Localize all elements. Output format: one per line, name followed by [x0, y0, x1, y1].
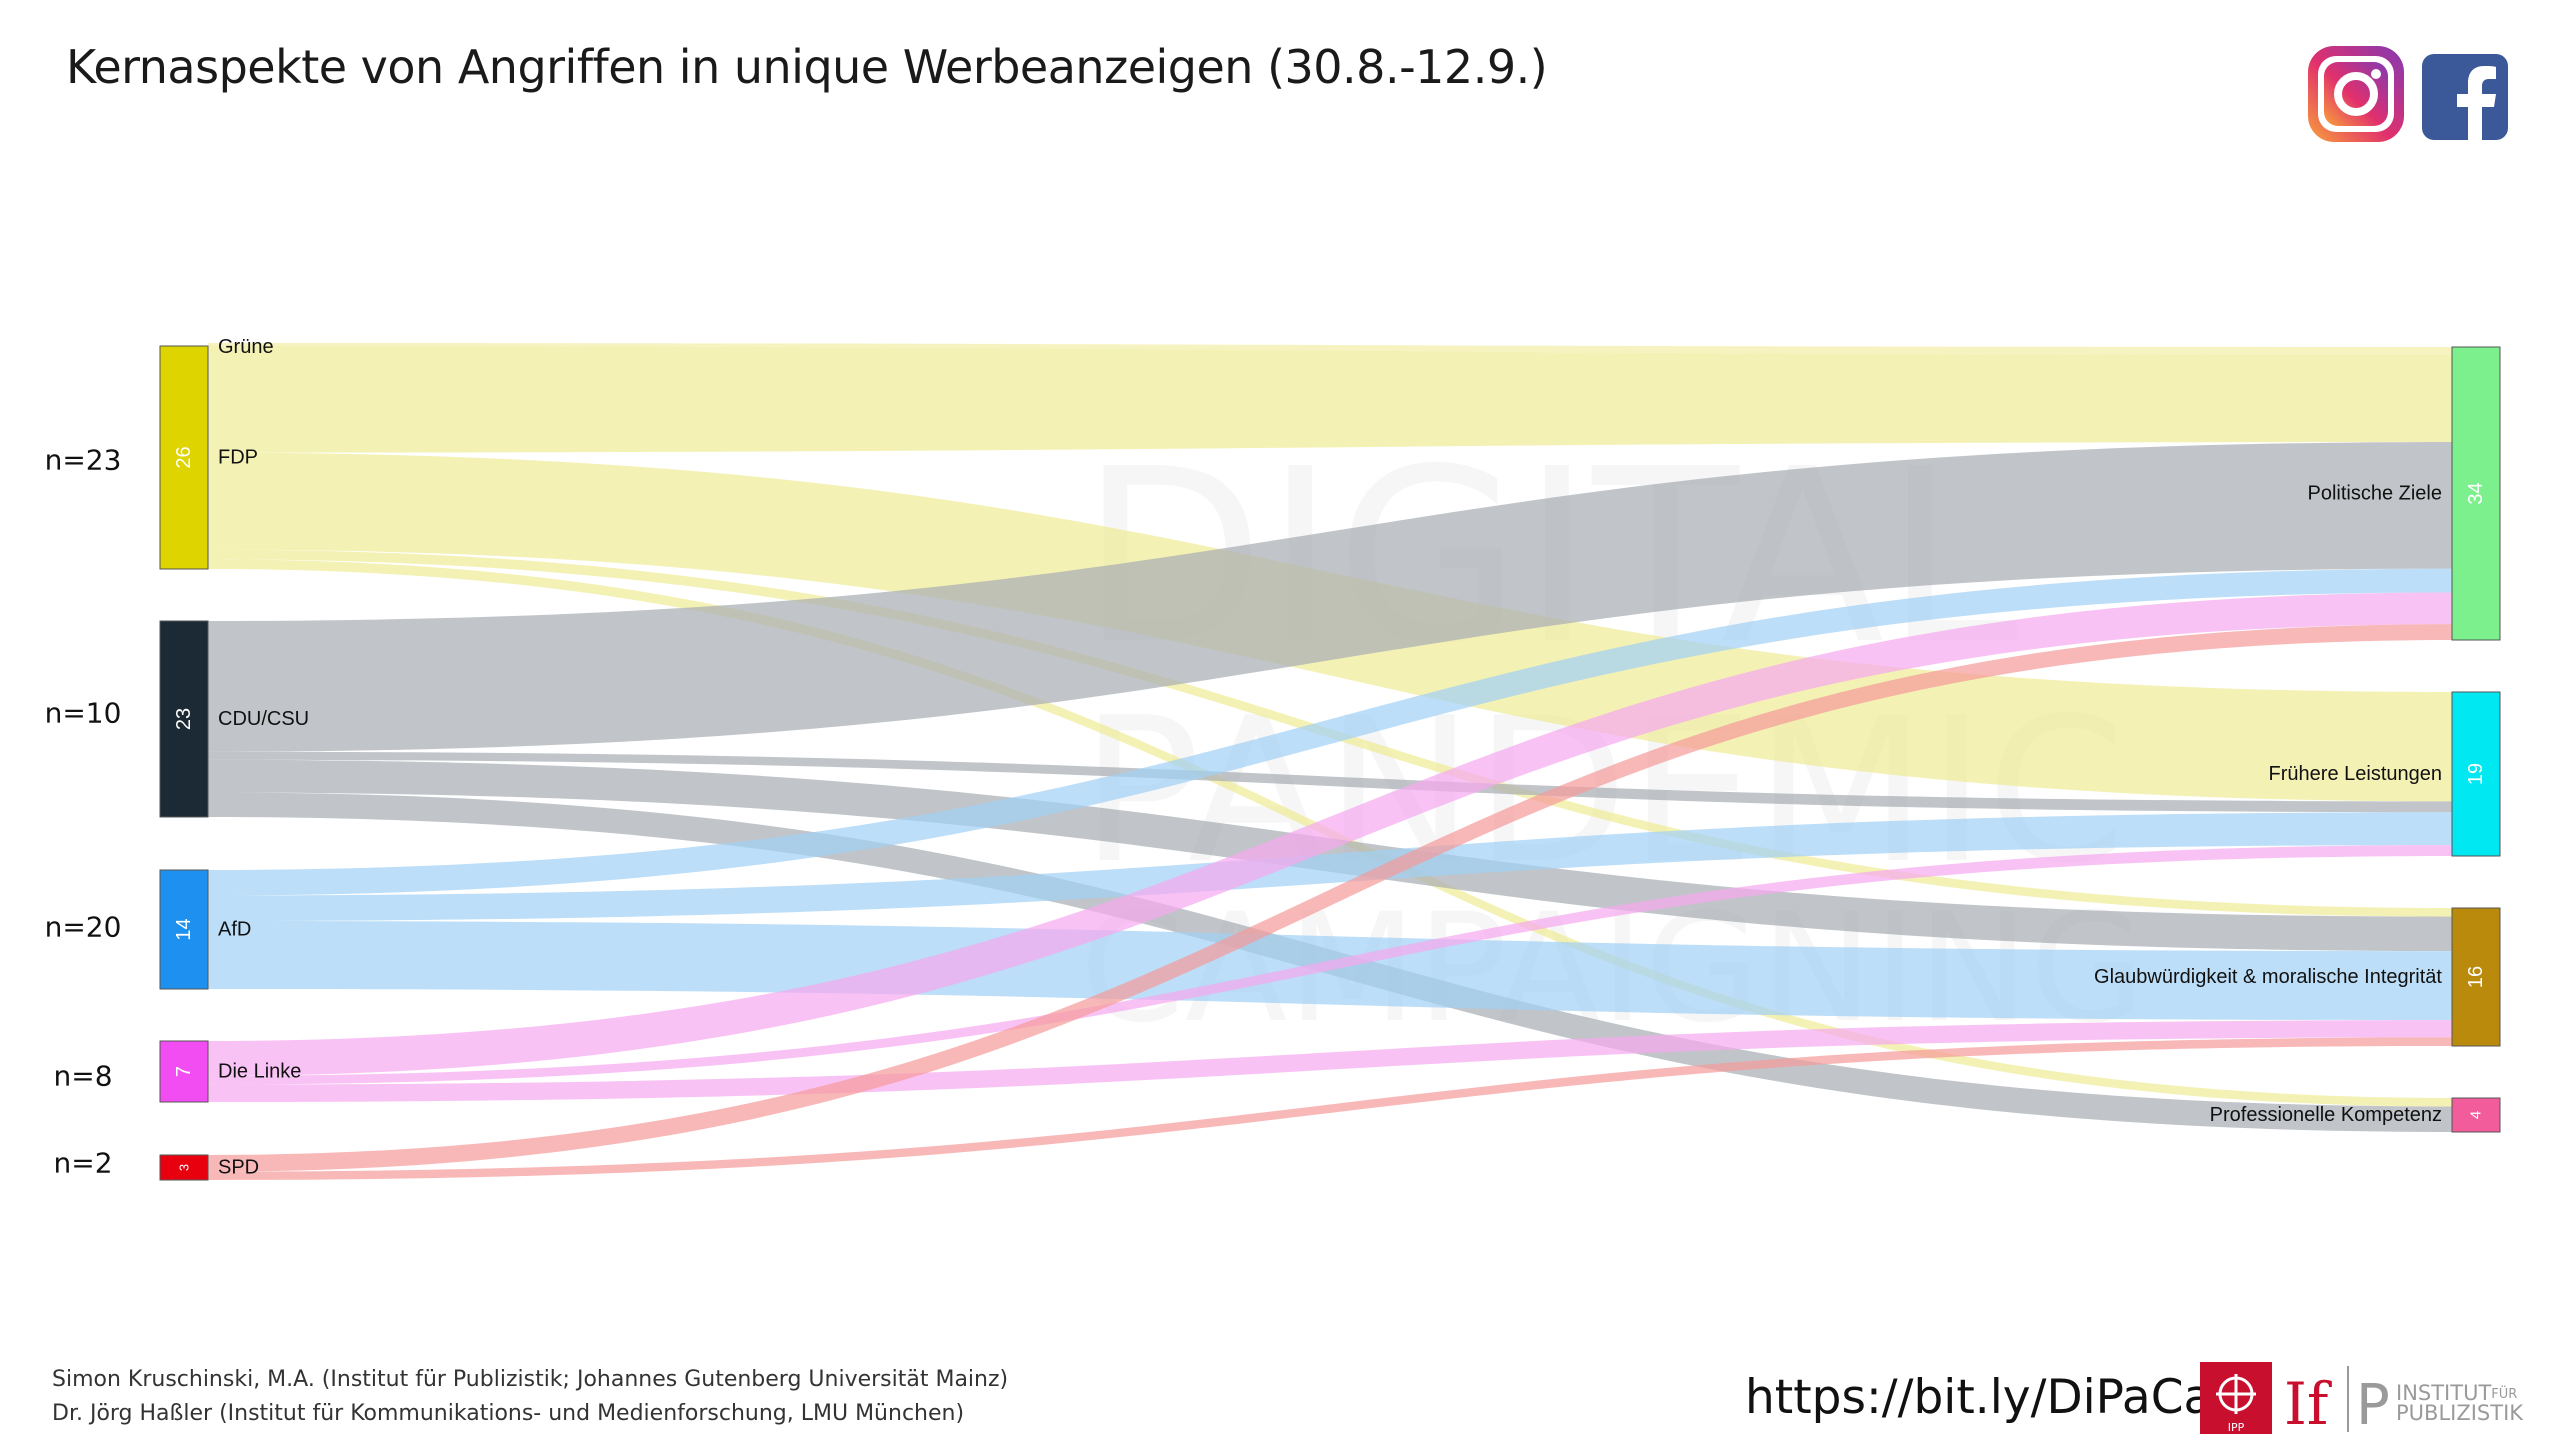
credit-line-1: Simon Kruschinski, M.A. (Institut für Pu…: [52, 1367, 1009, 1392]
target-node-politische-ziele: [2451, 346, 2501, 641]
target-label-politische-ziele: Politische Ziele: [2307, 483, 2442, 505]
link-cdu-csu-to-fruehere-leistungen: [208, 751, 2452, 813]
link-afd-to-glaubwuerdigkeit-moralische-integritaet: [208, 921, 2452, 1021]
link-spd-to-glaubwuerdigkeit-moralische-integritaet: [208, 1037, 2452, 1180]
institute-line-1: INSTITUTFÜR: [2396, 1381, 2517, 1405]
target-value-label: 4: [2468, 1111, 2485, 1119]
source-label-die-linke: Die Linke: [218, 1061, 301, 1083]
link-cdu-csu-to-politische-ziele: [208, 442, 2452, 752]
source-value-label: 26: [173, 446, 195, 468]
source-value-label: 14: [173, 918, 195, 940]
svg-text:IPP: IPP: [2228, 1421, 2245, 1434]
link-die-linke-to-fruehere-leistungen: [208, 845, 2452, 1085]
target-value-label: 16: [2465, 966, 2487, 988]
source-label-afd: AfD: [218, 919, 251, 941]
ipp-seal-icon: IPP: [2200, 1362, 2272, 1434]
facebook-icon: [2422, 54, 2508, 140]
links-layer: [208, 343, 2452, 1180]
source-label-fdp: FDP: [218, 447, 258, 469]
target-label-glaubwuerdigkeit-moralische-integritaet: Glaubwürdigkeit & moralische Integrität: [2094, 966, 2442, 988]
source-value-label: 7: [173, 1066, 195, 1077]
social-logos: [2308, 46, 2508, 142]
link-spd-to-politische-ziele: [208, 624, 2452, 1172]
url-link[interactable]: https://bit.ly/DiPaCa: [1745, 1370, 2213, 1425]
target-node-professionelle-kompetenz: [2451, 1097, 2501, 1133]
n-label-afd: n=20: [45, 911, 122, 944]
target-value-label: 19: [2465, 763, 2487, 785]
source-node-cdu-csu: [159, 620, 209, 818]
target-node-fruehere-leistungen: [2451, 691, 2501, 857]
instagram-icon: [2308, 46, 2404, 142]
source-label-gruene: Grüne: [218, 336, 274, 358]
page-title: Kernaspekte von Angriffen in unique Werb…: [66, 40, 1548, 94]
source-node-spd: [159, 1154, 209, 1181]
source-value-label: 3: [177, 1164, 192, 1171]
link-afd-to-fruehere-leistungen: [208, 812, 2452, 921]
institute-line-2: PUBLIZISTIK: [2396, 1401, 2524, 1425]
nodes-layer: [159, 345, 2501, 1181]
target-value-label: 34: [2465, 482, 2487, 504]
source-node-fdp: [159, 345, 209, 570]
n-label-die-linke: n=8: [53, 1060, 112, 1093]
source-label-spd: SPD: [218, 1157, 259, 1179]
link-die-linke-to-politische-ziele: [208, 592, 2452, 1076]
link-afd-to-politische-ziele: [208, 568, 2452, 896]
credit-line-2: Dr. Jörg Haßler (Institut für Kommunikat…: [52, 1401, 965, 1426]
target-label-fruehere-leistungen: Frühere Leistungen: [2269, 763, 2442, 785]
p-logo-mark: P: [2356, 1373, 2390, 1436]
link-gruene-to-politische-ziele: [208, 343, 2452, 355]
source-node-die-linke: [159, 1040, 209, 1103]
institute-logo: IPP If P INSTITUTFÜR PUBLIZISTIK: [2200, 1362, 2524, 1436]
if-logo-mark: If: [2284, 1370, 2332, 1436]
source-label-cdu-csu: CDU/CSU: [218, 708, 309, 730]
n-label-cdu-csu: n=10: [45, 697, 122, 730]
n-label-spd: n=2: [53, 1147, 112, 1180]
source-value-label: 23: [173, 708, 195, 730]
target-label-professionelle-kompetenz: Professionelle Kompetenz: [2210, 1104, 2442, 1126]
link-die-linke-to-glaubwuerdigkeit-moralische-integritaet: [208, 1020, 2452, 1102]
link-fdp-to-politische-ziele: [208, 346, 2452, 453]
n-label-fdp: n=23: [45, 444, 122, 477]
source-node-afd: [159, 869, 209, 990]
target-node-glaubwuerdigkeit-moralische-integritaet: [2451, 907, 2501, 1047]
